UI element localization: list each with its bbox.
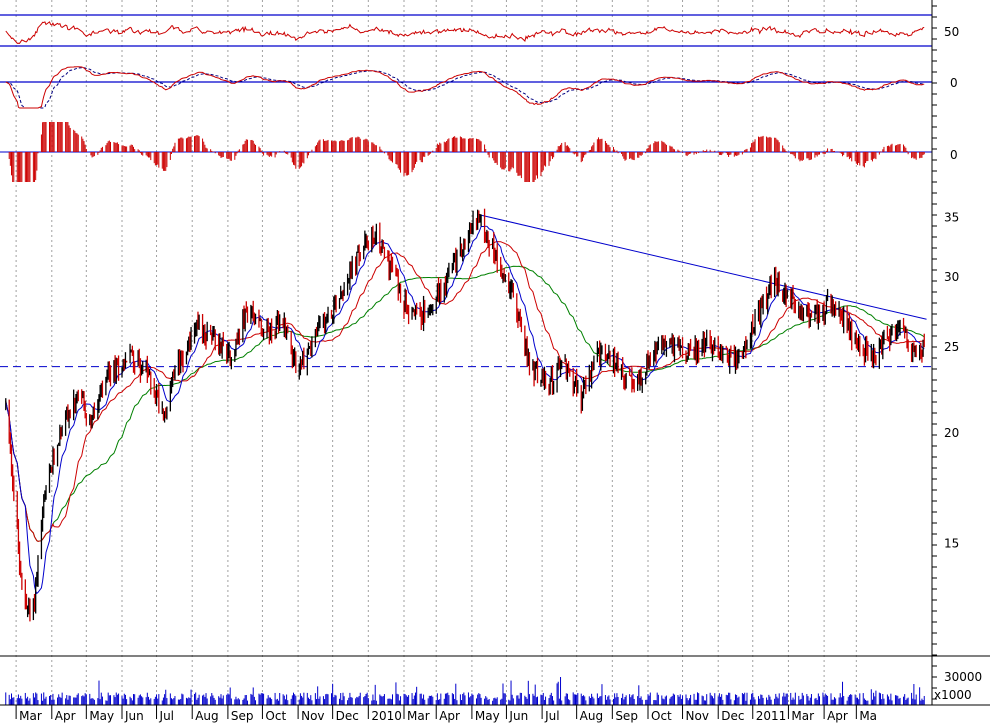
x-tick-label: Dec bbox=[336, 709, 359, 723]
x-tick-label: May bbox=[89, 709, 114, 723]
volume-tick-label: 30000 bbox=[944, 670, 982, 684]
macd-panel: 0 bbox=[0, 66, 958, 109]
price-tick-label: 25 bbox=[944, 340, 959, 354]
x-tick-label: Nov bbox=[301, 709, 324, 723]
x-tick-label: Sep bbox=[615, 709, 638, 723]
x-tick-label: Sep bbox=[231, 709, 254, 723]
trendline bbox=[477, 213, 927, 320]
x-tick-label: Jul bbox=[159, 709, 174, 723]
macd-tick-label: 0 bbox=[950, 76, 958, 90]
x-tick-label: Apr bbox=[55, 709, 76, 723]
x-tick-label: Oct bbox=[265, 709, 286, 723]
x-tick-label: Oct bbox=[651, 709, 672, 723]
price-panel: 35 30 25 20 15 bbox=[0, 208, 959, 622]
x-tick-label: Dec bbox=[721, 709, 744, 723]
volume-panel: 30000 x1000 bbox=[5, 670, 982, 705]
x-tick-label: Jun bbox=[124, 709, 144, 723]
volume-unit-label: x1000 bbox=[934, 688, 972, 702]
ma-short-line bbox=[5, 225, 925, 595]
x-tick-label: Aug bbox=[195, 709, 218, 723]
ma-long-line bbox=[5, 265, 925, 542]
price-tick-label: 20 bbox=[944, 426, 959, 440]
x-tick-label: Apr bbox=[439, 709, 460, 723]
price-tick-label: 30 bbox=[944, 270, 959, 284]
price-tick-label: 15 bbox=[944, 537, 959, 551]
x-tick-label: 2011 bbox=[756, 709, 787, 723]
histogram-panel: 0 bbox=[0, 122, 958, 182]
price-tick-label: 35 bbox=[944, 211, 959, 225]
x-tick-label: Mar bbox=[407, 709, 430, 723]
x-tick-label: Jun bbox=[508, 709, 528, 723]
x-tick-label: Apr bbox=[827, 709, 848, 723]
x-tick-label: Ma bbox=[859, 709, 877, 723]
macd-line bbox=[5, 66, 925, 109]
x-tick-label: Mar bbox=[791, 709, 814, 723]
x-tick-label: May bbox=[475, 709, 500, 723]
x-tick-label: Aug bbox=[580, 709, 603, 723]
histogram-tick-label: 0 bbox=[950, 148, 958, 162]
ma-mid-line bbox=[5, 241, 925, 542]
oscillator-tick-label: 50 bbox=[944, 25, 959, 39]
oscillator-panel: 50 bbox=[0, 14, 959, 47]
oscillator-line bbox=[5, 21, 925, 44]
x-tick-label: Mar bbox=[19, 709, 42, 723]
macd-signal-line bbox=[5, 67, 925, 109]
x-tick-label: 2010 bbox=[371, 709, 402, 723]
x-tick-label: Nov bbox=[686, 709, 709, 723]
x-tick-label: Jul bbox=[544, 709, 559, 723]
